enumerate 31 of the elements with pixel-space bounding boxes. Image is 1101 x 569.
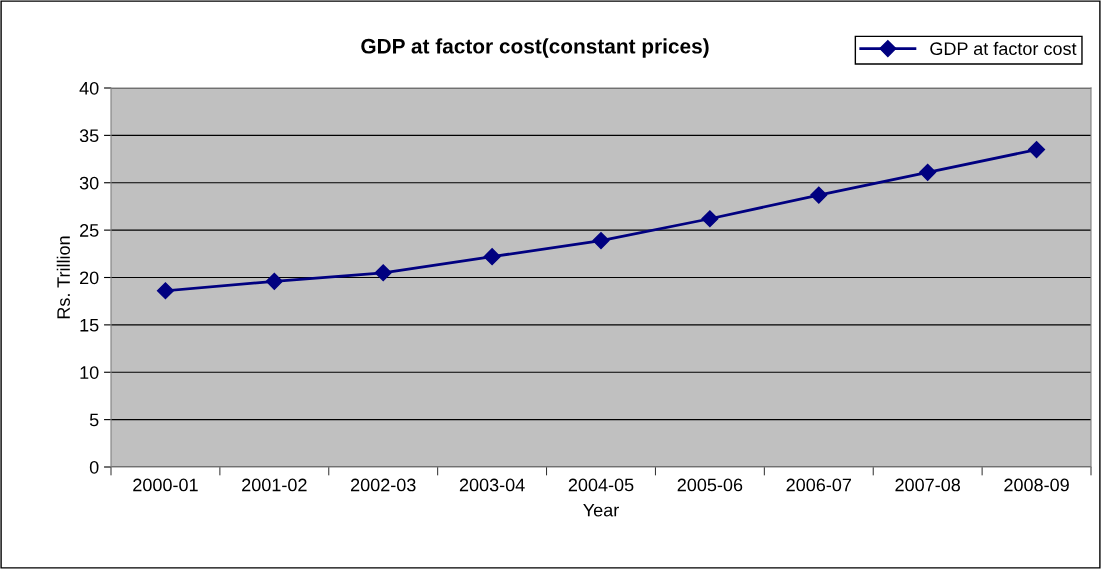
y-tick-label: 25 — [80, 224, 99, 237]
y-tick-label: 5 — [89, 413, 99, 427]
y-tick-label: 30 — [79, 176, 99, 190]
point — [592, 231, 610, 250]
point — [919, 163, 937, 181]
x-axis-title: Year — [583, 503, 619, 517]
y-tick-label: 10 — [80, 366, 99, 379]
x-tick-label: 2002-03 — [351, 478, 416, 492]
point — [701, 210, 719, 228]
x-tick-label: 2000-01 — [133, 478, 198, 492]
chart-title: GDP at factor cost(constant prices) — [361, 38, 709, 58]
point — [156, 282, 174, 300]
x-tick-label: 2007-08 — [895, 478, 961, 492]
y-tick-label: 20 — [80, 271, 99, 285]
x-tick-label: 2003-04 — [459, 478, 525, 492]
y-axis-title: Rs. Trillion — [56, 236, 70, 319]
legend-label: GDP at factor cost — [930, 41, 1077, 56]
x-tick-label: 2004-05 — [568, 478, 634, 492]
y-tick-label: 0 — [89, 460, 99, 474]
y-tick-label: 35 — [79, 129, 99, 143]
point — [374, 264, 392, 282]
x-tick-label: 2008-09 — [1004, 478, 1069, 492]
y-tick-label: 40 — [79, 81, 99, 95]
x-tick-label: 2006-07 — [786, 478, 852, 492]
x-tick-label: 2001-02 — [242, 478, 307, 492]
x-tick-label: 2005-06 — [677, 478, 743, 492]
point — [483, 248, 501, 266]
point — [265, 272, 283, 290]
point — [1028, 141, 1046, 159]
y-tick-label: 15 — [80, 319, 99, 332]
point — [810, 186, 828, 204]
